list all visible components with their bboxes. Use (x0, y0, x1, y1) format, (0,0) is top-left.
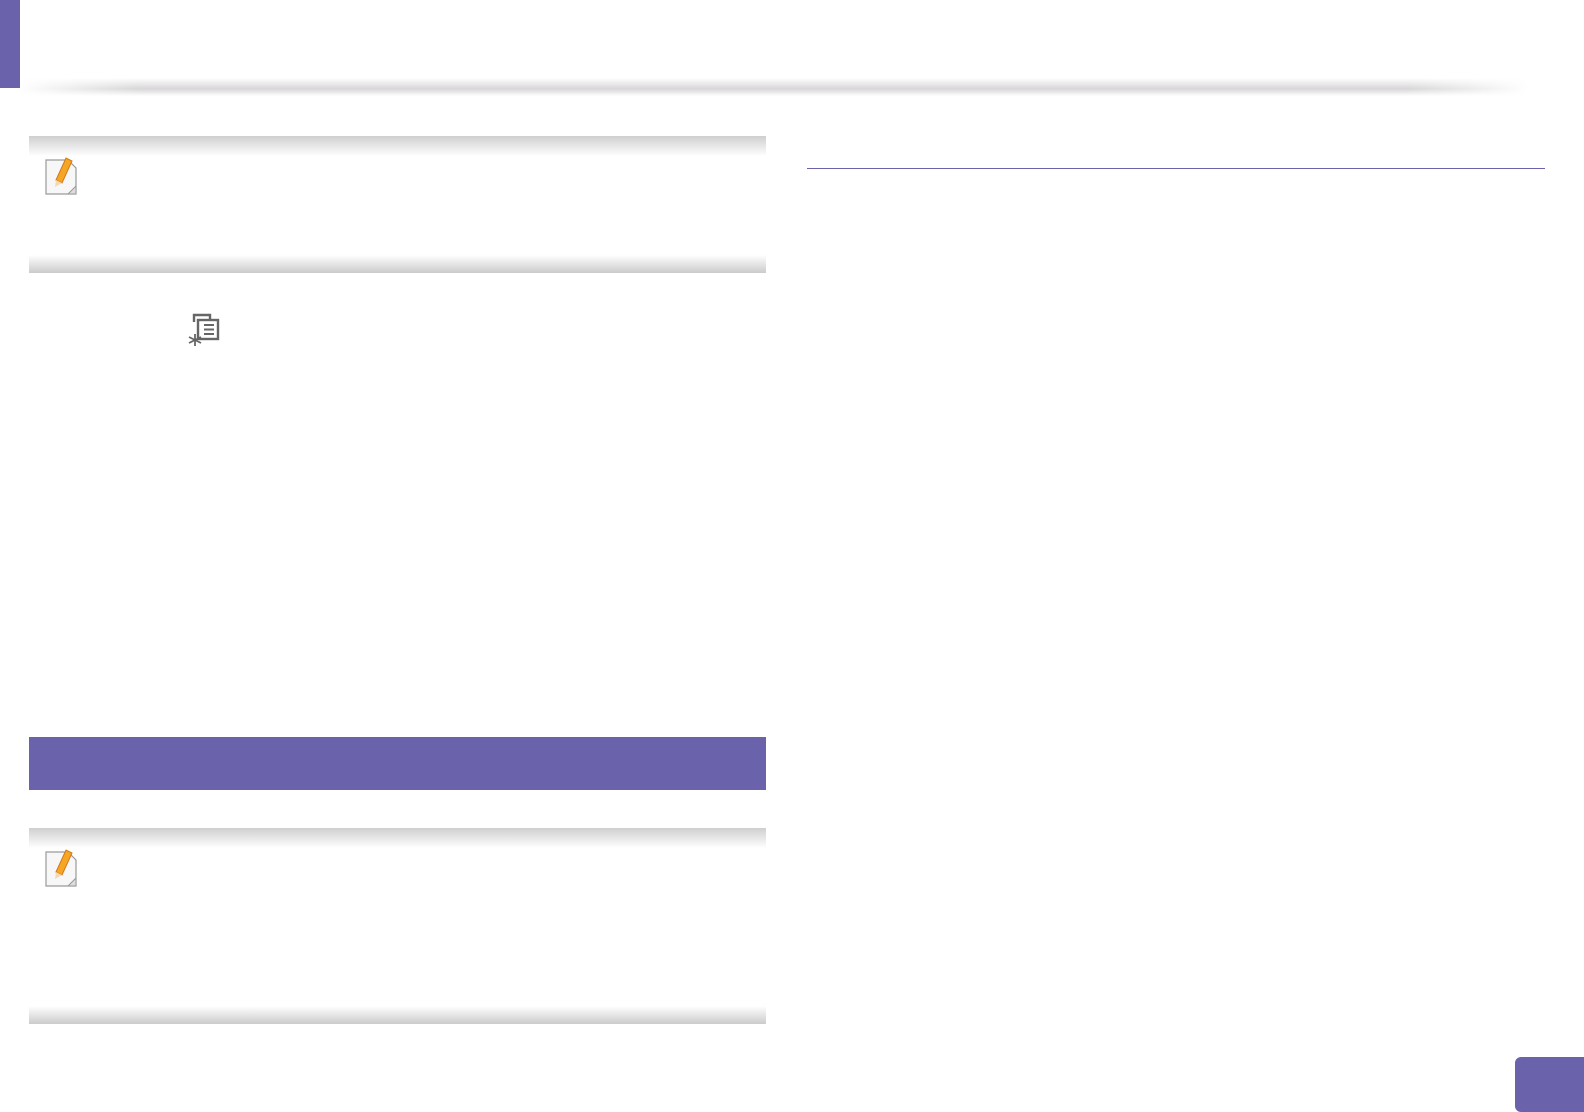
note-pencil-icon (45, 157, 77, 195)
header-rule (18, 78, 1528, 96)
note-pencil-icon (45, 849, 77, 887)
note-box (29, 828, 766, 1024)
note-top-band (29, 828, 766, 848)
note-top-band (29, 136, 766, 156)
chapter-tab (0, 0, 20, 88)
note-bottom-band (29, 255, 766, 273)
note-box (29, 136, 766, 273)
menu-asterisk-icon (188, 313, 220, 346)
section-heading-bar (29, 737, 766, 790)
page-number-badge (1515, 1057, 1584, 1112)
section-divider (807, 168, 1545, 169)
note-bottom-band (29, 1006, 766, 1024)
